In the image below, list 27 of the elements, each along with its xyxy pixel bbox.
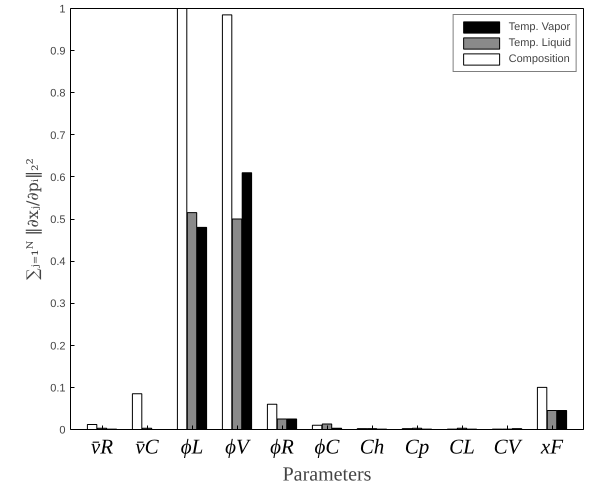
y-tick-label: 0.2 xyxy=(50,340,66,352)
x-tick-label: ϕC xyxy=(314,434,340,458)
y-axis-title: ∑ⱼ₌₁ᴺ ‖∂xⱼ/∂pᵢ‖₂² xyxy=(23,158,42,280)
x-axis-title: Parameters xyxy=(282,464,372,486)
y-tick-label: 0 xyxy=(59,424,66,436)
x-tick-label: ϕL xyxy=(180,434,204,458)
y-tick-label: 0.3 xyxy=(50,298,66,310)
x-tick-label: CL xyxy=(449,434,475,458)
y-tick-label: 0.8 xyxy=(50,88,66,100)
x-tick-label: v̄R xyxy=(90,434,114,458)
x-tick-label: Ch xyxy=(360,434,384,458)
y-tick-label: 1 xyxy=(59,4,66,16)
x-tick-label: xF xyxy=(540,434,564,458)
y-tick-label: 0.6 xyxy=(50,172,66,184)
y-tick-label: 0.4 xyxy=(50,256,66,268)
x-tick-label: ϕR xyxy=(270,434,294,458)
legend-label: Temp. Vapor xyxy=(508,21,570,33)
y-tick-label: 0.5 xyxy=(50,214,66,226)
legend-label: Composition xyxy=(508,53,570,65)
legend-label: Temp. Liquid xyxy=(508,37,571,49)
x-tick-label: CV xyxy=(494,434,523,458)
x-tick-label: ϕV xyxy=(225,434,252,458)
x-tick-label: Cp xyxy=(404,434,430,458)
y-tick-label: 0.1 xyxy=(50,382,66,394)
y-tick-label: 0.7 xyxy=(50,130,66,142)
y-tick-label: 0.9 xyxy=(50,46,66,58)
x-tick-label: v̄C xyxy=(135,434,160,458)
